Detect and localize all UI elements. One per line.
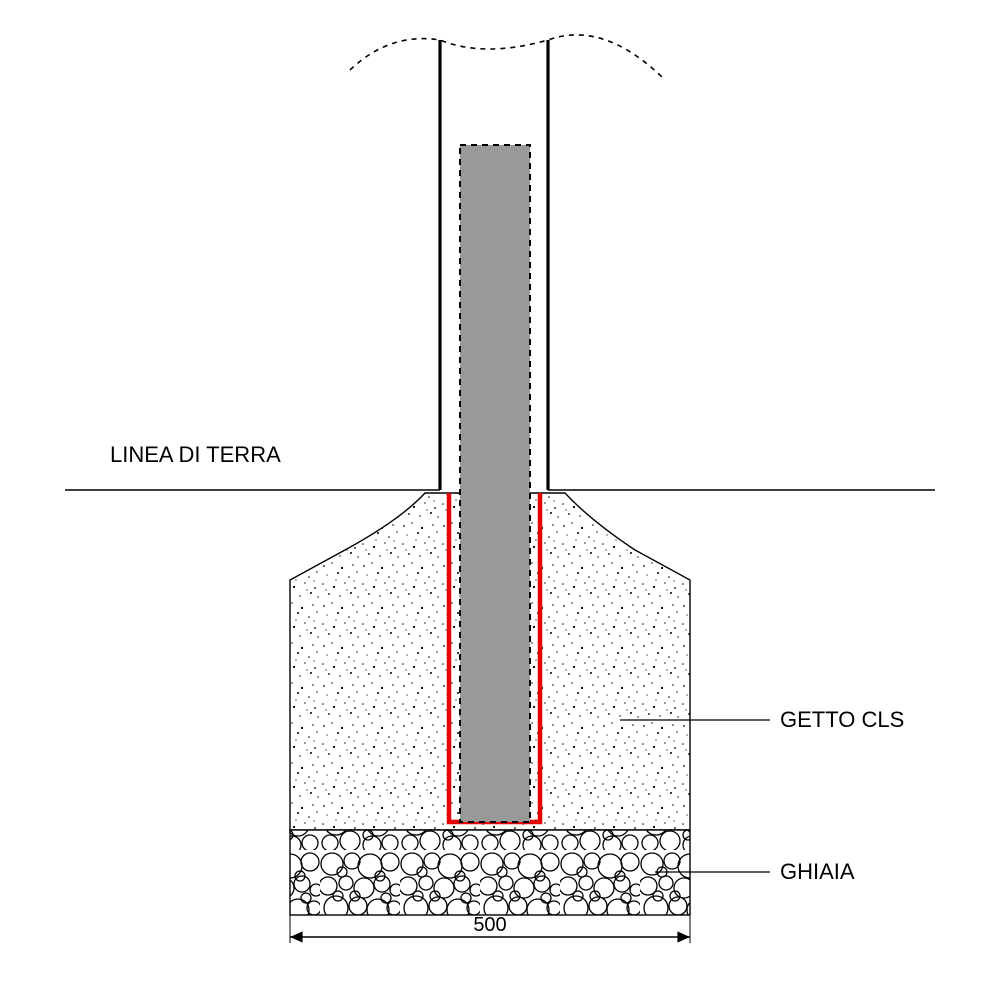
- gravel-layer: [290, 830, 690, 915]
- label-concrete: GETTO CLS: [780, 707, 904, 732]
- label-gravel: GHIAIA: [780, 859, 855, 884]
- post: [460, 145, 530, 822]
- label-dimension: 500: [473, 914, 506, 936]
- label-ground-line: LINEA DI TERRA: [110, 442, 281, 467]
- break-line: [350, 35, 663, 78]
